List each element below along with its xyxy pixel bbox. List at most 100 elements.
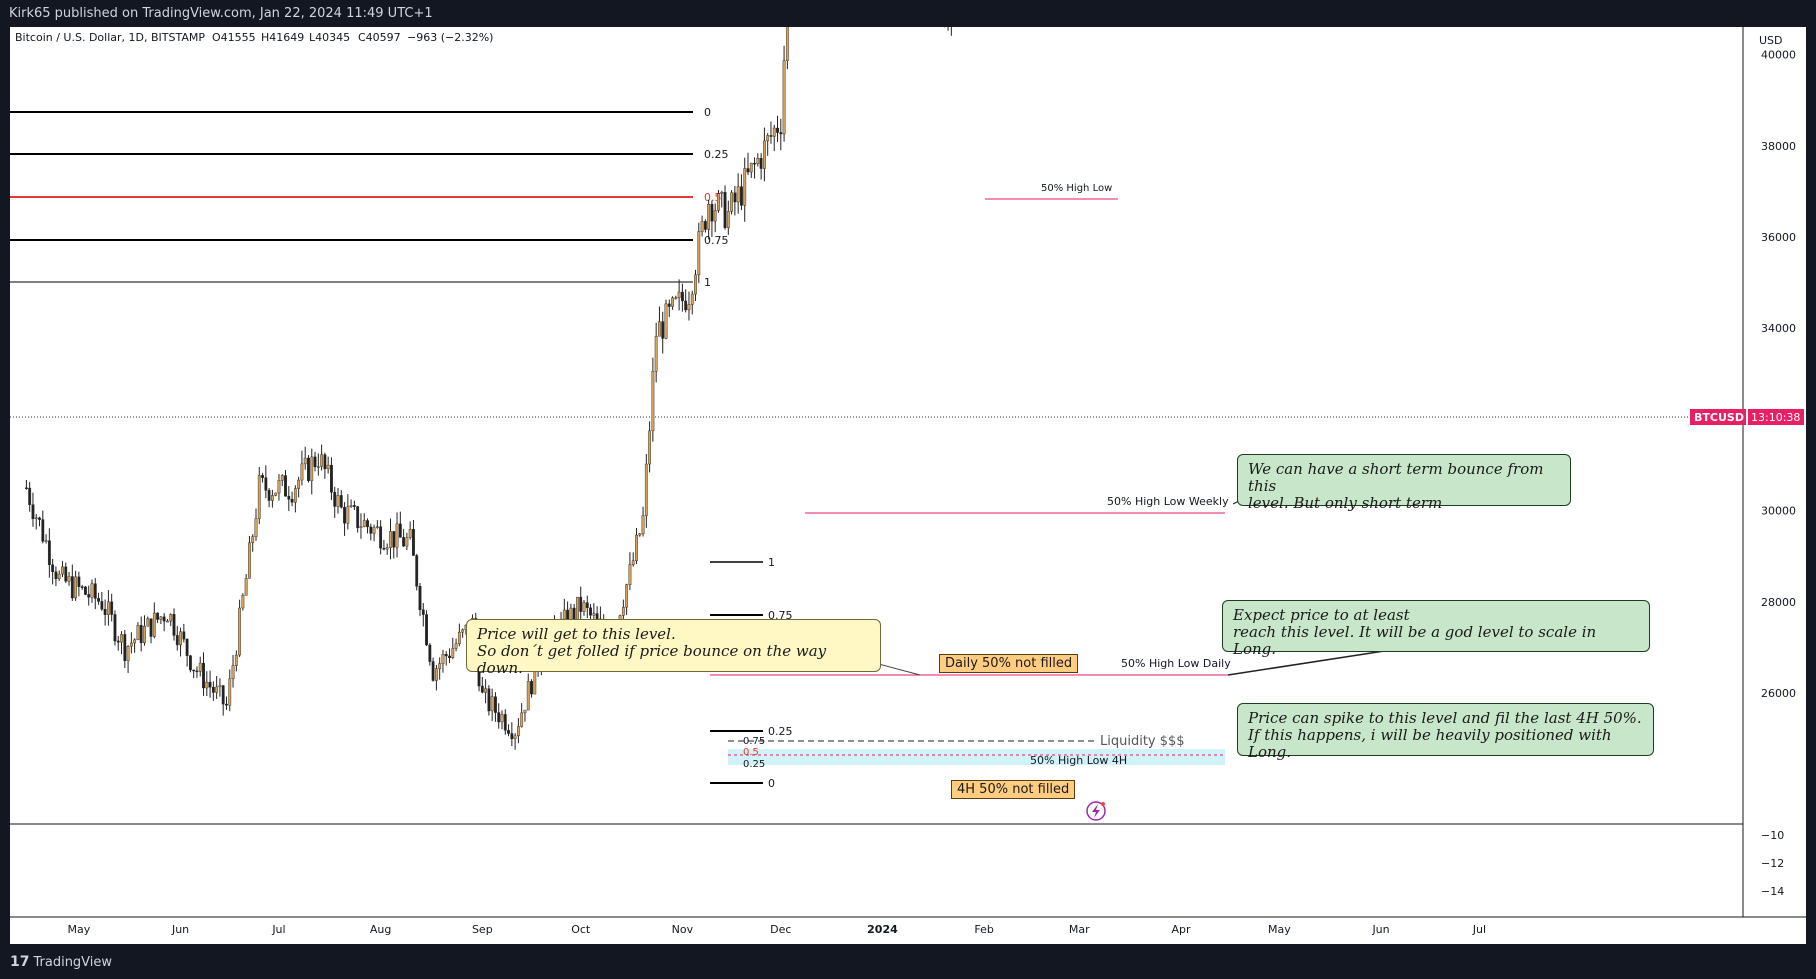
candle-body <box>746 168 750 173</box>
candle-body <box>638 533 642 536</box>
candle-body <box>723 192 727 228</box>
candle-body <box>80 586 84 588</box>
candle-body <box>415 555 419 587</box>
publish-info: Kirk65 published on TradingView.com, Jan… <box>9 6 433 21</box>
candle-body <box>366 520 369 528</box>
candle-body <box>635 534 638 561</box>
time-label-5: Oct <box>571 923 591 936</box>
candle-body <box>172 614 176 636</box>
candle-body <box>208 681 212 688</box>
four-h-zone[interactable] <box>728 749 1225 765</box>
time-label-13: Jun <box>1371 923 1389 936</box>
time-label-6: Nov <box>672 923 694 936</box>
time-axis[interactable]: May Jun Jul Aug Sep Oct Nov Dec 2024 Feb Mar Apr May… <box>68 923 1487 936</box>
fib-left-1-label: 1 <box>704 276 711 289</box>
candle-body <box>179 631 182 646</box>
candle-body <box>110 601 114 615</box>
time-label-7: Dec <box>770 923 791 936</box>
candle-body <box>372 527 376 534</box>
liquidity-label: Liquidity $$$ <box>1100 734 1185 749</box>
candle-body <box>152 612 156 637</box>
four-h-not-filled-tag[interactable]: 4H 50% not filled <box>951 780 1076 799</box>
four-h-spike-note[interactable]: Price can spike to this level and fil th… <box>1237 703 1654 761</box>
weekly-bounce-note[interactable]: We can have a short term bounce from thi… <box>1237 454 1571 512</box>
tradingview-brand: TradingView <box>33 954 113 970</box>
tradingview-logo-icon: 17 <box>10 954 30 970</box>
price-chart[interactable]: Bitcoin / U.S. Dollar, 1D, BITSTAMP O415… <box>10 27 1806 944</box>
time-label-14: Jul <box>1472 923 1486 936</box>
candle-body <box>408 529 412 538</box>
footer: 17 TradingView <box>0 944 1816 979</box>
candle-body <box>195 670 199 673</box>
fib-small[interactable]: 1 0.75 0.5 0.25 0 <box>710 556 793 790</box>
yellow-warning-note[interactable]: Price will get to this level. So don´t g… <box>466 619 881 677</box>
candle-body <box>595 613 599 620</box>
candle-body <box>671 297 674 307</box>
ohlc-close: C40597 <box>358 31 401 44</box>
candle-body <box>87 594 91 598</box>
candles[interactable] <box>24 27 952 750</box>
candle-body <box>497 712 501 723</box>
candle-body <box>41 519 45 542</box>
tradingview-logo[interactable]: 17 TradingView <box>10 954 112 970</box>
candle-body <box>293 488 297 503</box>
candle-body <box>448 655 451 659</box>
yellow-note-pointer <box>874 662 921 676</box>
price-axis[interactable]: USD 540005200050000480004600044000420004… <box>1759 27 1796 700</box>
candle-body <box>261 475 264 478</box>
candle-body <box>57 573 61 580</box>
yellow-note-line1: Price will get to this level. <box>477 625 676 643</box>
candle-body <box>749 162 753 173</box>
candle-body <box>143 625 146 644</box>
candle-body <box>362 520 366 527</box>
candle-body <box>307 457 310 481</box>
candle-body <box>316 466 320 468</box>
candle-body <box>34 517 38 520</box>
candle-body <box>248 542 251 579</box>
candle-body <box>681 291 684 302</box>
candle-body <box>303 457 307 465</box>
candle-body <box>310 456 314 481</box>
fib-mini[interactable]: 0.75 0.5 0.25 <box>743 736 765 770</box>
candle-body <box>97 598 100 602</box>
candle-body <box>139 625 143 644</box>
lower-tick-0: −10 <box>1761 829 1784 842</box>
candle-body <box>192 669 196 672</box>
daily-not-filled-tag[interactable]: Daily 50% not filled <box>939 654 1079 673</box>
fib-left-0-label: 0 <box>704 106 711 119</box>
daily-expect-note[interactable]: Expect price to at least reach this leve… <box>1222 600 1650 658</box>
candle-body <box>166 620 169 623</box>
time-label-3: Aug <box>370 923 391 936</box>
chart-area[interactable]: Bitcoin / U.S. Dollar, 1D, BITSTAMP O415… <box>10 27 1806 944</box>
time-label-2: Jul <box>271 923 285 936</box>
candle-body <box>254 518 258 537</box>
candle-body <box>756 158 760 164</box>
fib-small-075-label: 0.75 <box>768 609 793 622</box>
price-tick-26000: 26000 <box>1761 687 1796 700</box>
ohlc-open: O41555 <box>212 31 256 44</box>
candle-body <box>267 490 271 501</box>
lightning-icon[interactable] <box>1086 801 1106 821</box>
candle-body <box>54 571 58 580</box>
time-label-12: May <box>1268 923 1291 936</box>
candle-body <box>513 735 517 740</box>
candle-body <box>576 596 579 621</box>
currency-label: USD <box>1759 34 1783 47</box>
candle-body <box>418 586 422 610</box>
fib-left[interactable]: 0 0.25 0.5 0.75 1 <box>10 106 729 289</box>
candle-body <box>628 564 632 585</box>
price-tick-38000: 38000 <box>1761 140 1796 153</box>
candle-body <box>297 479 301 489</box>
yellow-note-line2: So don´t get folled if price bounce on t… <box>477 642 827 677</box>
ohlc-change: −963 (−2.32%) <box>407 31 493 44</box>
candle-body <box>654 336 658 372</box>
candle-body <box>277 480 281 494</box>
candle-body <box>182 631 186 640</box>
candle-body <box>64 566 68 582</box>
candle-body <box>484 688 487 693</box>
fib-mini-05-label: 0.5 <box>743 747 759 758</box>
candle-body <box>284 475 287 497</box>
candle-body <box>562 609 566 620</box>
candle-body <box>129 642 133 647</box>
candle-body <box>389 531 392 548</box>
